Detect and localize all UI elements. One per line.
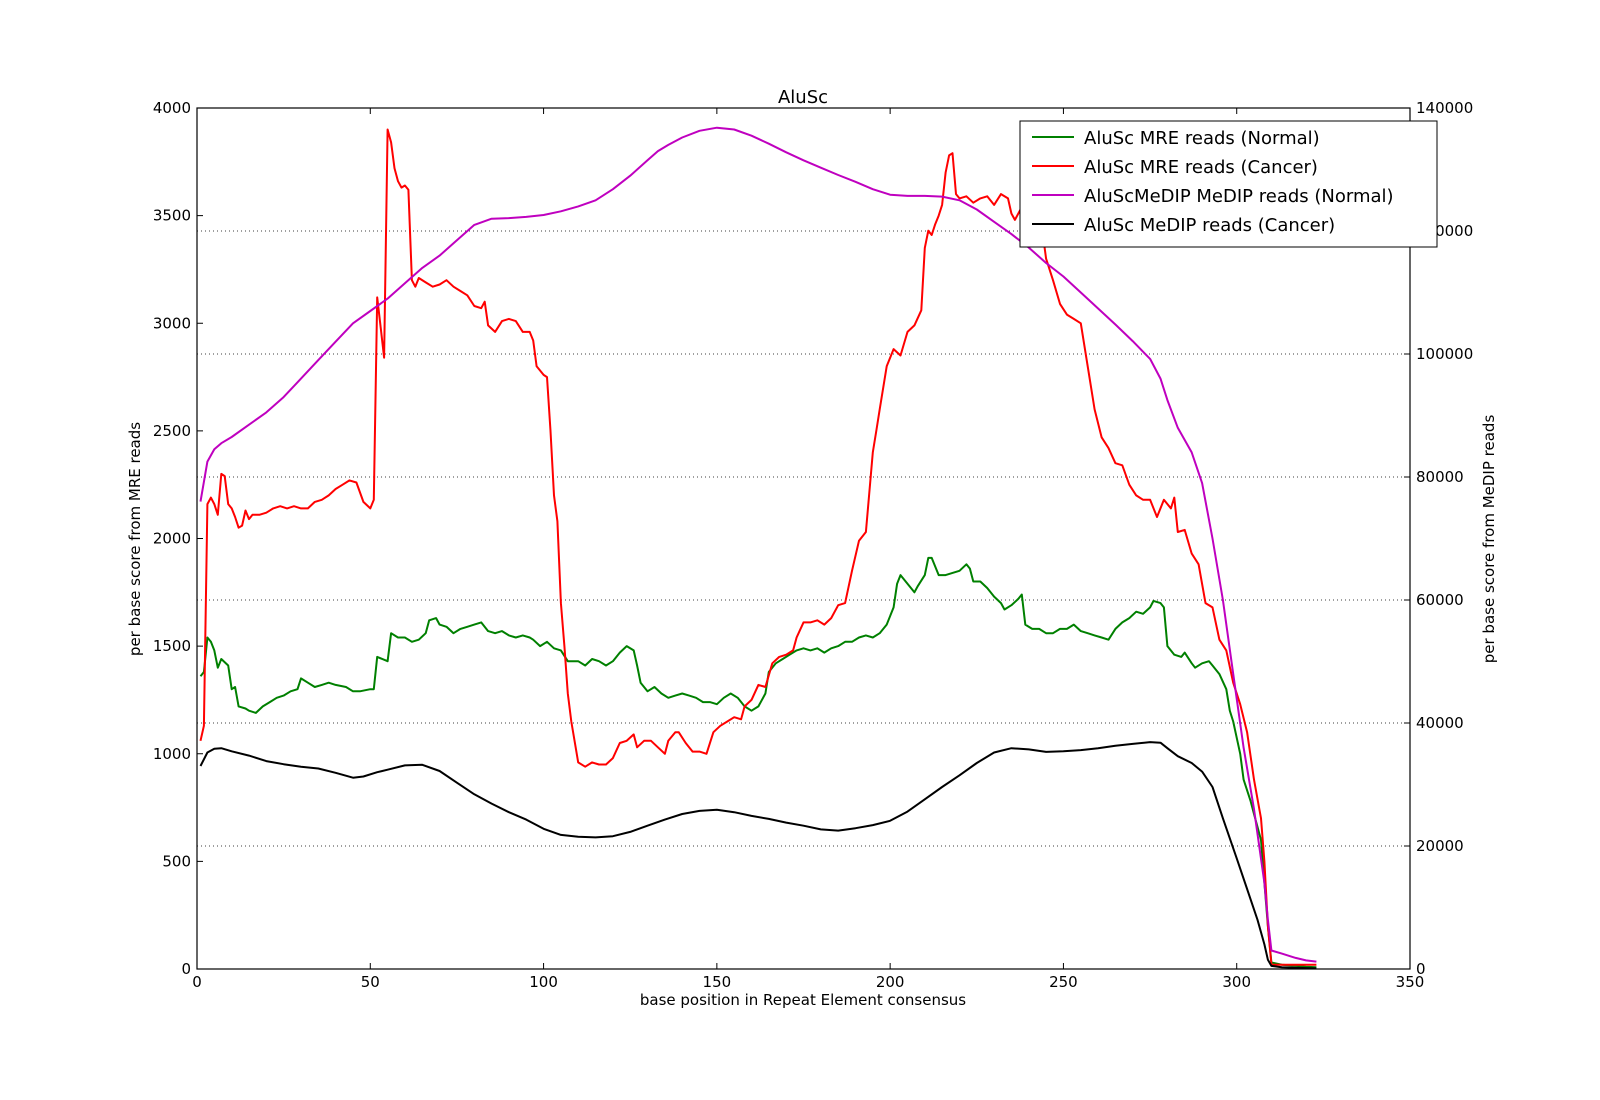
x-tick-label: 50: [361, 973, 380, 991]
x-tick-label: 300: [1222, 973, 1251, 991]
y-left-tick-label: 1500: [153, 637, 191, 655]
y-right-tick-label: 140000: [1416, 99, 1473, 117]
y-right-tick-label: 60000: [1416, 591, 1464, 609]
legend-label: AluSc MeDIP reads (Cancer): [1084, 215, 1335, 236]
y-right-tick-label: 0: [1416, 960, 1426, 978]
y-left-tick-label: 4000: [153, 99, 191, 117]
legend-label: AluSc MRE reads (Normal): [1084, 128, 1320, 149]
y-left-tick-label: 0: [181, 960, 191, 978]
y-axis-left-label: per base score from MRE reads: [126, 422, 144, 656]
legend-label: AluScMeDIP MeDIP reads (Normal): [1084, 186, 1394, 207]
y-right-tick-label: 100000: [1416, 345, 1473, 363]
y-axis-left: 0 500 1000 1500 2000 2500 3000 3500 4000: [153, 99, 203, 978]
x-tick-label: 250: [1049, 973, 1078, 991]
series-line-3: [199, 126, 1317, 963]
y-left-tick-label: 3000: [153, 314, 191, 332]
y-left-tick-label: 2000: [153, 530, 191, 548]
y-axis-right-label: per base score from MeDIP reads: [1480, 415, 1498, 664]
x-tick-label: 150: [703, 973, 732, 991]
series-line-2: [199, 128, 1317, 966]
chart-title: AluSc: [778, 87, 828, 108]
y-left-tick-label: 500: [162, 852, 191, 870]
y-right-tick-label: 40000: [1416, 714, 1464, 732]
legend-label: AluSc MRE reads (Cancer): [1084, 157, 1318, 178]
y-left-tick-label: 2500: [153, 422, 191, 440]
y-right-tick-label: 80000: [1416, 468, 1464, 486]
x-axis-label: base position in Repeat Element consensu…: [640, 991, 966, 1009]
y-right-tick-label: 20000: [1416, 837, 1464, 855]
x-axis: 0 50 100 150 200 250 300 350: [192, 108, 1424, 991]
legend: AluSc MRE reads (Normal) AluSc MRE reads …: [1019, 120, 1438, 248]
series-layer: [199, 126, 1317, 970]
legend-box: [1019, 120, 1438, 248]
x-tick-label: 350: [1396, 973, 1425, 991]
x-tick-label: 0: [192, 973, 202, 991]
x-tick-label: 200: [876, 973, 905, 991]
x-tick-label: 100: [529, 973, 558, 991]
y-left-tick-label: 1000: [153, 745, 191, 763]
y-left-tick-label: 3500: [153, 207, 191, 225]
series-line-4: [199, 741, 1317, 970]
